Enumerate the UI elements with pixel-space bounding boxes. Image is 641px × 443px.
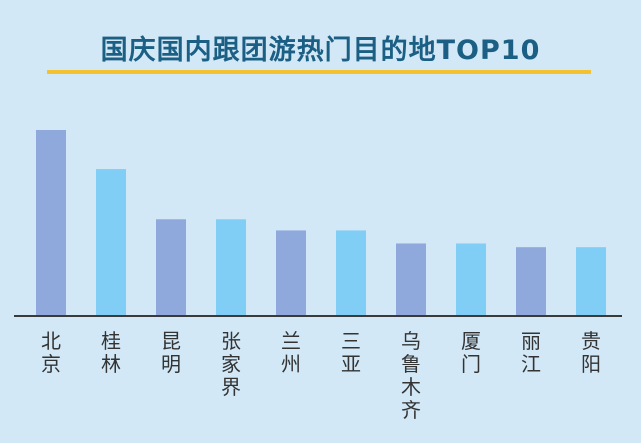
bars-group: [36, 130, 606, 316]
bar-7: [396, 243, 426, 316]
bar-1: [36, 130, 66, 316]
category-label-3: 昆明: [161, 329, 181, 376]
bar-3: [156, 219, 186, 316]
title-underline: [47, 70, 591, 74]
bar-8: [456, 243, 486, 316]
category-label-5: 兰州: [281, 329, 301, 376]
bar-2: [96, 169, 126, 316]
category-label-8: 厦门: [461, 329, 481, 376]
bar-5: [276, 230, 306, 316]
bar-10: [576, 247, 606, 316]
category-label-2: 桂林: [101, 329, 121, 376]
bar-4: [216, 219, 246, 316]
category-label-9: 丽江: [521, 329, 541, 376]
category-label-4: 张家界: [221, 329, 241, 399]
category-label-10: 贵阳: [581, 329, 601, 376]
chart-title: 国庆国内跟团游热门目的地TOP10: [100, 35, 541, 66]
category-label-7: 乌鲁木齐: [401, 329, 421, 422]
category-label-6: 三亚: [341, 329, 361, 376]
bar-6: [336, 230, 366, 316]
category-label-1: 北京: [41, 329, 61, 376]
bar-9: [516, 247, 546, 316]
